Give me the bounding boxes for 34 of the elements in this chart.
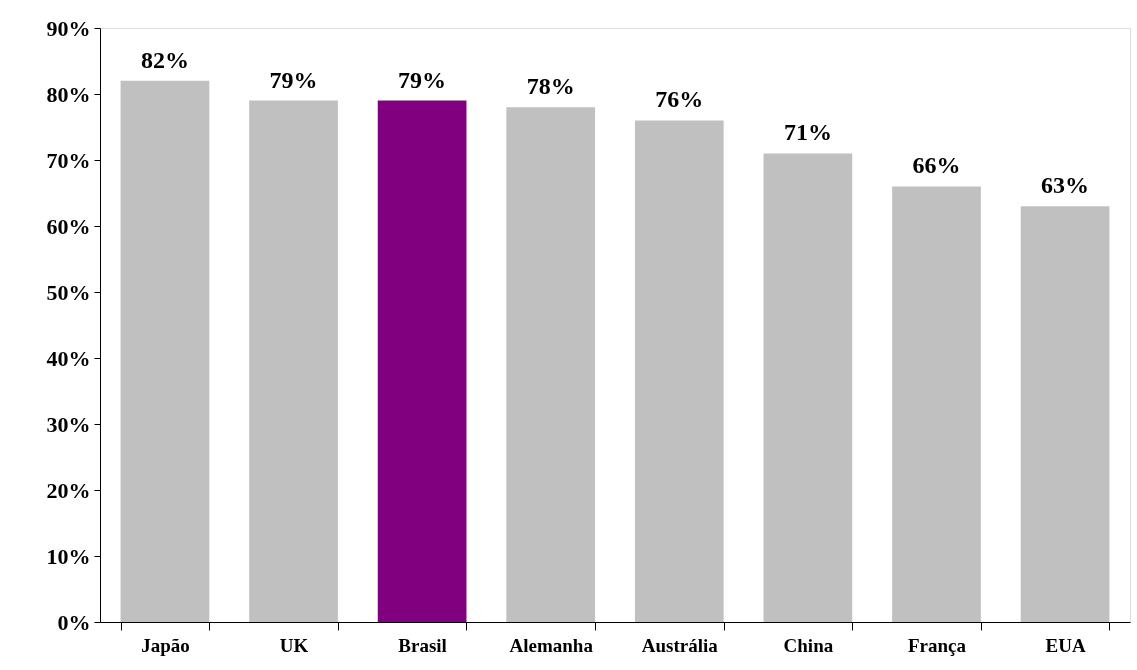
x-tick-label: Austrália bbox=[641, 634, 719, 656]
data-label: 66% bbox=[912, 152, 961, 179]
x-tick-label: Japão bbox=[141, 634, 190, 656]
x-tick-label: China bbox=[783, 634, 834, 656]
bar bbox=[1020, 206, 1110, 622]
y-tick-label: 40% bbox=[46, 345, 91, 371]
y-tick-label: 60% bbox=[46, 213, 91, 239]
data-label: 82% bbox=[140, 46, 189, 73]
y-tick-label: 10% bbox=[46, 543, 91, 569]
data-label: 63% bbox=[1041, 172, 1090, 199]
x-tick-label: UK bbox=[279, 634, 309, 656]
data-label: 71% bbox=[783, 119, 832, 146]
bar bbox=[892, 186, 981, 622]
bar bbox=[120, 80, 210, 622]
y-tick-label: 0% bbox=[57, 609, 91, 635]
x-tick-label: Brasil bbox=[398, 634, 447, 656]
x-tick-label: EUA bbox=[1045, 634, 1086, 656]
data-label: 79% bbox=[269, 66, 318, 93]
data-label: 79% bbox=[398, 66, 447, 93]
bar bbox=[763, 153, 853, 622]
data-label: 76% bbox=[655, 86, 704, 113]
y-tick-label: 30% bbox=[46, 411, 91, 437]
x-tick-label: Alemanha bbox=[509, 634, 594, 656]
x-tick-label: França bbox=[907, 634, 967, 656]
bar bbox=[377, 100, 467, 622]
y-tick-label: 20% bbox=[46, 477, 91, 503]
y-tick-label: 80% bbox=[46, 81, 91, 107]
bar bbox=[506, 107, 596, 622]
y-tick-label: 50% bbox=[46, 279, 91, 305]
y-tick-label: 70% bbox=[46, 147, 91, 173]
y-tick-label: 90% bbox=[46, 15, 91, 41]
bar bbox=[634, 120, 724, 622]
bar bbox=[249, 100, 338, 622]
data-label: 78% bbox=[526, 73, 575, 100]
